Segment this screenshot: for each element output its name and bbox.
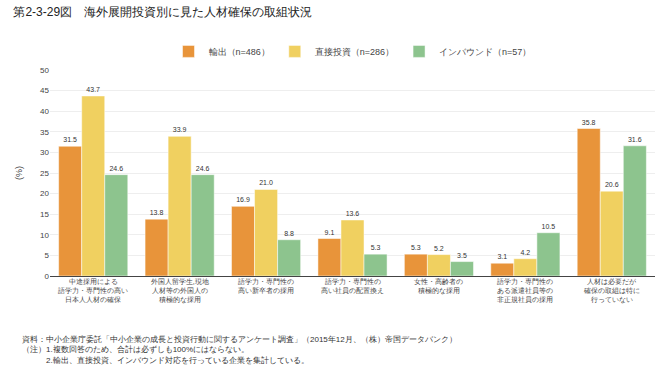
svg-text:21.0: 21.0 [259, 179, 273, 186]
svg-text:24.6: 24.6 [196, 165, 210, 172]
svg-text:24.6: 24.6 [109, 165, 123, 172]
svg-text:中途採用による語学力・専門性の高い日本人人材の確保: 中途採用による語学力・専門性の高い日本人人材の確保 [58, 278, 128, 304]
svg-text:外国人留学生,現地人材等の外国人の積極的な採用: 外国人留学生,現地人材等の外国人の積極的な採用 [151, 278, 209, 304]
svg-text:3.5: 3.5 [457, 252, 467, 259]
svg-text:直接投資（n=286）: 直接投資（n=286） [315, 47, 394, 57]
svg-text:33.9: 33.9 [173, 126, 187, 133]
svg-text:3.1: 3.1 [497, 253, 507, 260]
svg-text:8.8: 8.8 [284, 230, 294, 237]
svg-text:43.7: 43.7 [86, 86, 100, 93]
svg-text:輸出（n=486）: 輸出（n=486） [209, 47, 270, 57]
svg-text:人材は必要だが確保の取組は特に行っていない: 人材は必要だが確保の取組は特に行っていない [583, 278, 640, 304]
svg-text:5.3: 5.3 [411, 244, 421, 251]
svg-text:5.3: 5.3 [371, 244, 381, 251]
svg-text:第2-3-29図 海外展開投資別に見た人材確保の取組状況: 第2-3-29図 海外展開投資別に見た人材確保の取組状況 [13, 5, 312, 19]
svg-text:13.8: 13.8 [150, 209, 164, 216]
svg-text:35.8: 35.8 [582, 119, 596, 126]
svg-text:13.6: 13.6 [346, 210, 360, 217]
svg-text:5: 5 [45, 251, 50, 260]
svg-text:50: 50 [40, 66, 49, 75]
svg-text:45: 45 [40, 86, 49, 95]
svg-text:40: 40 [40, 107, 49, 116]
svg-text:語学力・専門性の高い社員の配置換え: 語学力・専門性の高い社員の配置換え [321, 278, 384, 295]
svg-text:31.5: 31.5 [63, 136, 77, 143]
svg-text:20: 20 [40, 189, 49, 198]
svg-text:4.2: 4.2 [520, 249, 530, 256]
svg-text:インバウンド（n=57）: インバウンド（n=57） [439, 47, 531, 57]
svg-text:語学力・専門性のある派遣社員等の非正規社員の採用: 語学力・専門性のある派遣社員等の非正規社員の採用 [497, 278, 553, 304]
svg-text:(%): (%) [14, 166, 24, 180]
svg-text:9.1: 9.1 [325, 229, 335, 236]
svg-text:5.2: 5.2 [434, 245, 444, 252]
svg-text:30: 30 [40, 148, 49, 157]
svg-text:資料：中小企業庁委託「中小企業の成長と投資行動に関するアンケ: 資料：中小企業庁委託「中小企業の成長と投資行動に関するアンケート調査」（2015… [22, 335, 457, 365]
svg-text:35: 35 [40, 128, 49, 137]
svg-text:20.6: 20.6 [605, 181, 619, 188]
svg-text:16.9: 16.9 [236, 196, 250, 203]
svg-text:0: 0 [45, 272, 50, 281]
svg-text:25: 25 [40, 169, 49, 178]
svg-text:10: 10 [40, 231, 49, 240]
svg-text:女性・高齢者の積極的な採用: 女性・高齢者の積極的な採用 [414, 278, 463, 295]
svg-text:語学力・専門性の高い新卒者の採用: 語学力・専門性の高い新卒者の採用 [238, 278, 294, 294]
svg-text:31.6: 31.6 [628, 136, 642, 143]
svg-text:15: 15 [40, 210, 49, 219]
svg-text:10.5: 10.5 [542, 223, 556, 230]
